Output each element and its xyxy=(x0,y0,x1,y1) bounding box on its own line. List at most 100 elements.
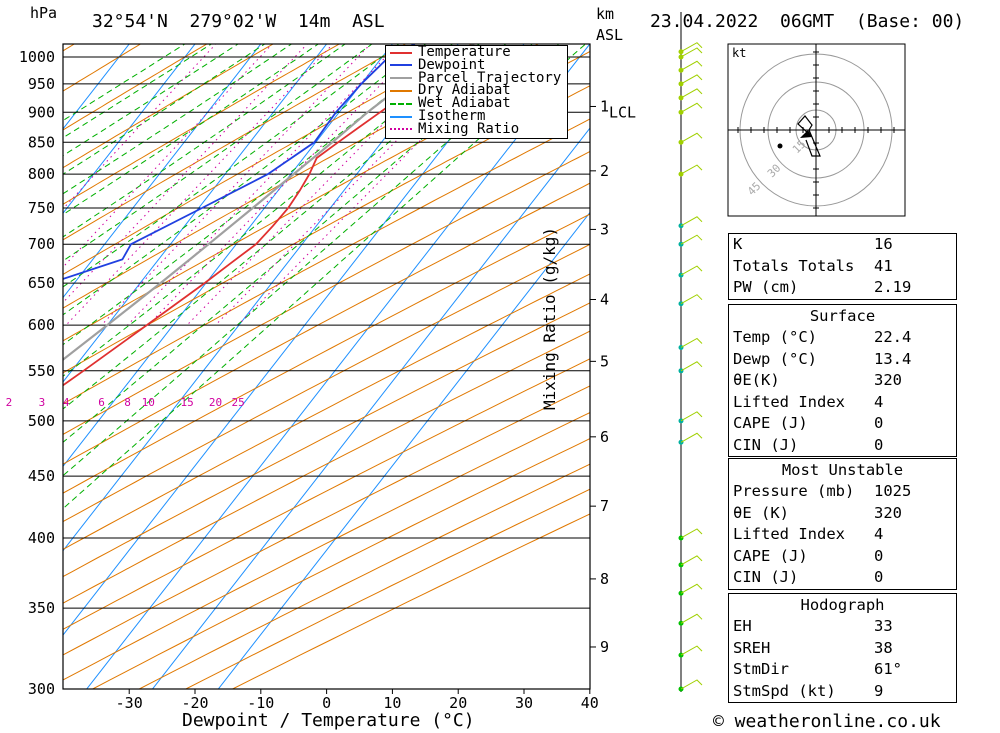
wet-adiabat-line xyxy=(63,44,427,316)
wind-barb xyxy=(680,432,703,443)
temperature-tick-label: 40 xyxy=(581,694,599,712)
wet-adiabat-line xyxy=(63,44,213,139)
copyright-link[interactable]: © weatheronline.co.uk xyxy=(713,711,941,732)
pressure-tick-label: 400 xyxy=(28,529,55,547)
km-tick-label: 6 xyxy=(600,428,609,446)
wind-barb xyxy=(680,234,703,245)
info-value: 38 xyxy=(874,638,893,657)
mixing-ratio-line xyxy=(186,44,463,326)
wind-barb xyxy=(680,645,703,656)
wind-barb xyxy=(680,132,703,143)
km-tick-label: 7 xyxy=(600,497,609,515)
wind-barb xyxy=(680,216,703,227)
wind-barb xyxy=(680,47,703,58)
dry-adiabat-line xyxy=(91,438,590,689)
hodograph-trace xyxy=(797,115,821,157)
mixing-ratio-label: 2 xyxy=(6,396,13,409)
info-row: θE(K) 320 xyxy=(729,370,956,392)
wet-adiabat-line xyxy=(63,44,266,175)
pressure-tick-label: 550 xyxy=(28,362,55,380)
temperature-tick-label: -20 xyxy=(181,694,208,712)
pressure-tick-label: 300 xyxy=(28,680,55,698)
info-row: Dewp (°C) 13.4 xyxy=(729,349,956,371)
dry-adiabat-line xyxy=(63,243,590,523)
wet-adiabat-line xyxy=(63,44,239,157)
info-value: 320 xyxy=(874,371,902,389)
mixing-ratio-axis-label: Mixing Ratio (g/kg) xyxy=(540,226,559,410)
isotherm-line xyxy=(151,127,590,689)
pressure-tick-label: 450 xyxy=(28,467,55,485)
pressure-tick-label: 1000 xyxy=(19,48,55,66)
plot-frame xyxy=(62,43,591,690)
pressure-tick-label: 700 xyxy=(28,235,55,253)
wind-barb xyxy=(680,60,703,71)
wind-barb xyxy=(680,294,703,305)
wet-adiabat-line xyxy=(63,44,320,216)
legend-swatch xyxy=(390,89,412,92)
hodograph-table-title: Hodograph xyxy=(800,596,885,614)
info-label: StmSpd (kt) xyxy=(733,681,836,700)
isotherm-line xyxy=(63,44,262,299)
isotherm-line xyxy=(63,44,394,468)
legend-label: Dry Adiabat xyxy=(418,82,511,99)
legend-swatch xyxy=(390,77,412,80)
info-value: 33 xyxy=(874,617,893,635)
wind-barb xyxy=(680,528,703,539)
pressure-tick-label: 350 xyxy=(28,599,55,617)
legend-swatch xyxy=(390,128,412,131)
km-tick-label: 9 xyxy=(600,638,609,656)
datetime-title: 23.04.2022 06GMT (Base: 00) xyxy=(650,11,965,32)
parcel-trajectory-line xyxy=(63,44,475,362)
asl-label: ASL xyxy=(596,26,624,44)
km-tick-label: 2 xyxy=(600,162,609,180)
info-value: 0 xyxy=(874,568,884,586)
dry-adiabat-line xyxy=(63,44,142,92)
pressure-tick-label: 800 xyxy=(28,165,55,183)
mixing-ratio-line xyxy=(65,44,334,326)
surface-title: Surface xyxy=(809,307,876,325)
wind-barb xyxy=(680,74,703,85)
dewpoint-line xyxy=(63,44,416,280)
info-label: Dewp (°C) xyxy=(733,349,817,368)
wind-barb xyxy=(680,679,703,690)
info-row: SREH 38 xyxy=(729,638,956,660)
legend-item: Dry Adiabat xyxy=(390,82,511,99)
info-label: SREH xyxy=(733,638,771,657)
info-value: 4 xyxy=(874,525,884,543)
dry-adiabat-line xyxy=(184,488,590,689)
temperature-tick-label: -10 xyxy=(247,694,274,712)
info-label: θE (K) xyxy=(733,503,789,522)
dry-adiabat-line xyxy=(63,44,275,169)
temperature-line xyxy=(63,44,475,387)
info-label: θE(K) xyxy=(733,371,780,389)
mixing-ratio-label: 10 xyxy=(142,396,155,409)
temperature-tick-label: -30 xyxy=(116,694,143,712)
isotherm-line xyxy=(63,44,459,552)
dry-adiabat-line xyxy=(138,463,590,689)
most-unstable-box: Most Unstable Pressure (mb) 1025 θE (K) 320… xyxy=(728,458,957,590)
info-row: Lifted Index 4 xyxy=(729,524,956,546)
info-value: 22.4 xyxy=(874,328,912,346)
dry-adiabat-line xyxy=(63,118,590,405)
isotherm-line xyxy=(63,44,525,636)
info-label: CAPE (J) xyxy=(733,546,808,565)
dry-adiabat-line xyxy=(63,411,590,681)
info-value: 13.4 xyxy=(874,349,912,368)
temperature-tick-label: 10 xyxy=(383,694,401,712)
info-label: CIN (J) xyxy=(733,435,799,454)
info-value: 320 xyxy=(874,503,902,522)
km-label: km xyxy=(596,5,615,23)
dry-adiabat-line xyxy=(63,213,590,494)
info-label: Lifted Index xyxy=(733,392,845,411)
info-label: CAPE (J) xyxy=(733,414,808,432)
most-unstable-title: Most Unstable xyxy=(781,461,904,479)
tt-value: 41 xyxy=(874,256,893,275)
indices-box: K 16 Totals Totals 41 PW (cm) 2.19 xyxy=(728,233,957,300)
legend-swatch xyxy=(390,115,412,118)
hodograph-point xyxy=(777,143,783,149)
pressure-unit-label: hPa xyxy=(30,4,58,22)
wind-barb xyxy=(680,42,703,53)
legend-label: Temperature xyxy=(418,44,511,60)
dry-adiabat-line xyxy=(63,385,590,656)
